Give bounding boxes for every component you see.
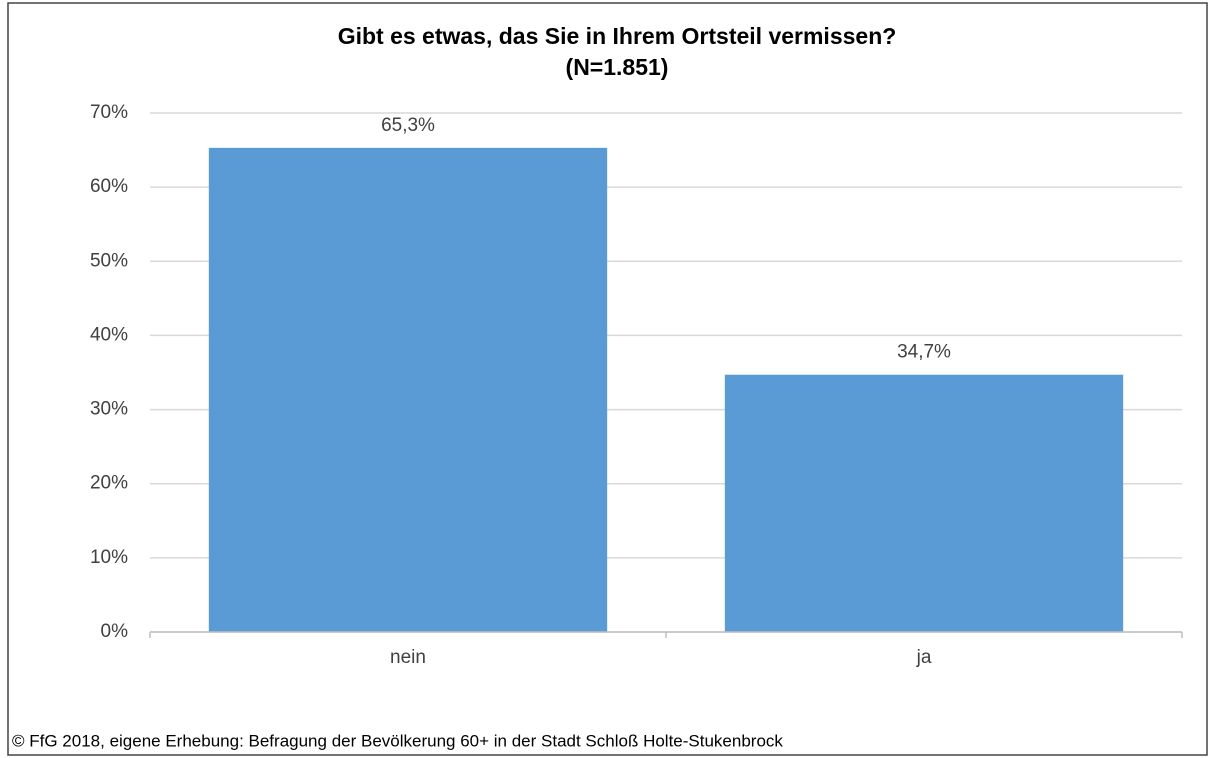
x-tick-label: nein <box>390 647 426 668</box>
y-tick-label: 20% <box>90 473 128 494</box>
y-tick-label: 30% <box>90 399 128 420</box>
data-label: 34,7% <box>897 342 951 363</box>
frame <box>7 2 1208 756</box>
y-tick-label: 40% <box>90 324 128 345</box>
y-tick-label: 70% <box>90 102 128 123</box>
x-tick-label: ja <box>916 647 932 668</box>
source-note: © FfG 2018, eigene Erhebung: Befragung d… <box>12 731 783 750</box>
y-tick-label: 60% <box>90 176 128 197</box>
chart-title: Gibt es etwas, das Sie in Ihrem Ortsteil… <box>338 23 897 49</box>
bar <box>724 374 1124 632</box>
y-tick-label: 0% <box>101 621 129 642</box>
y-tick-label: 50% <box>90 250 128 271</box>
y-tick-label: 10% <box>90 547 128 568</box>
bar <box>208 147 608 632</box>
chart-subtitle: (N=1.851) <box>566 54 669 80</box>
data-label: 65,3% <box>381 115 435 136</box>
